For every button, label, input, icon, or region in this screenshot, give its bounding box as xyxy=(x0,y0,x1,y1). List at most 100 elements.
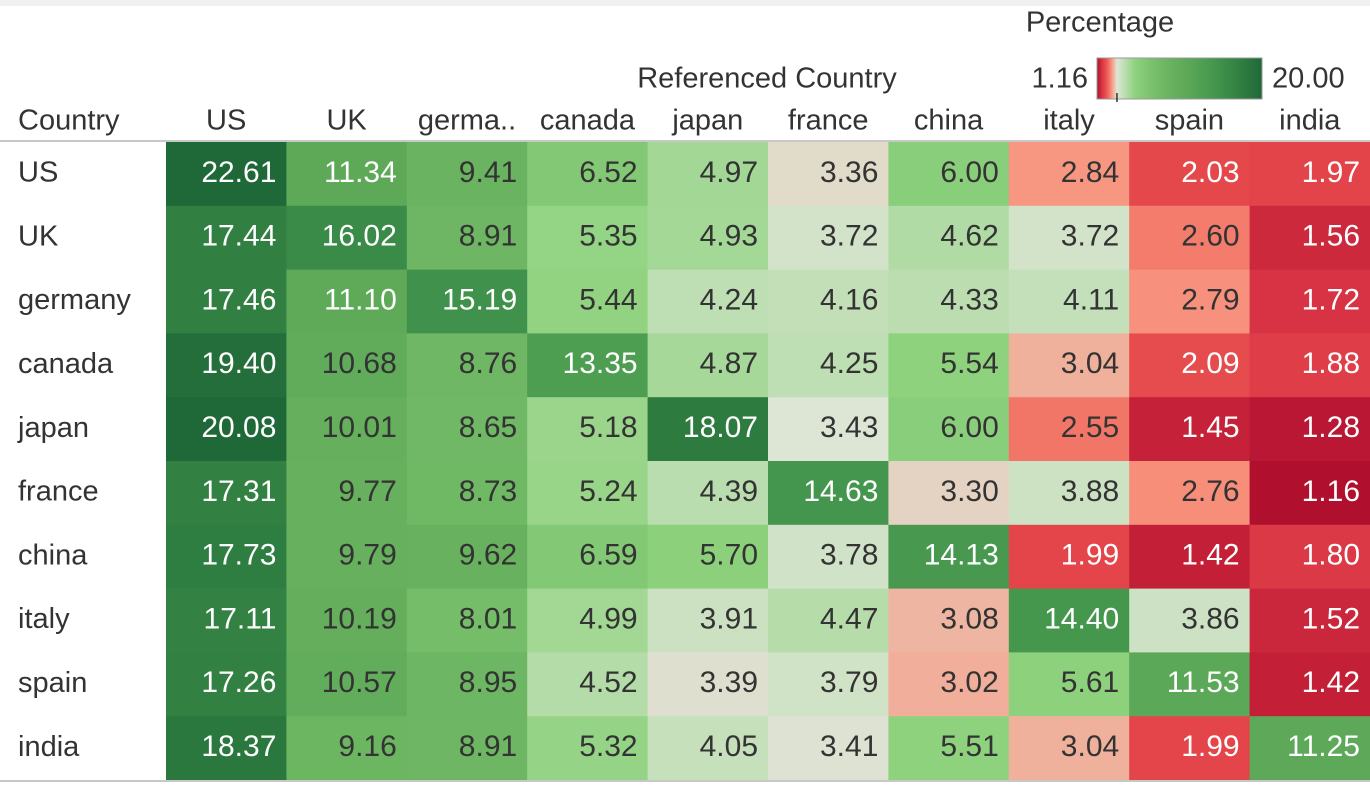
cell-label: 1.45 xyxy=(1181,411,1239,444)
row-label: india xyxy=(18,731,80,763)
row-label: spain xyxy=(18,667,87,699)
cell-label: 22.61 xyxy=(201,156,276,189)
cell xyxy=(406,205,528,271)
column-axis-title: Referenced Country xyxy=(637,63,897,95)
cell xyxy=(1008,652,1130,717)
cell-label: 9.79 xyxy=(338,539,396,572)
cell-label: 3.43 xyxy=(820,411,878,444)
cell xyxy=(1008,588,1130,653)
cell-label: 1.16 xyxy=(1302,475,1360,508)
cell xyxy=(647,205,769,271)
cell-label: 1.80 xyxy=(1302,539,1360,572)
cell xyxy=(527,461,649,526)
cell-label: 1.56 xyxy=(1302,220,1360,253)
cell-label: 4.47 xyxy=(820,602,878,635)
cell xyxy=(1249,461,1370,526)
row-axis-title: Country xyxy=(18,105,120,137)
cell xyxy=(888,461,1010,526)
cell xyxy=(888,524,1010,590)
cell-label: 4.87 xyxy=(700,347,758,380)
cell xyxy=(406,333,528,398)
cell xyxy=(1129,205,1251,271)
cell-label: 3.08 xyxy=(940,602,998,635)
cell xyxy=(527,588,649,653)
top-strip xyxy=(0,0,1370,6)
cell-label: 1.88 xyxy=(1302,347,1360,380)
cell-label: 4.33 xyxy=(940,283,998,316)
row-label: japan xyxy=(17,412,89,444)
cell-label: 5.32 xyxy=(579,730,637,763)
cell-label: 3.79 xyxy=(820,666,878,699)
cell-label: 3.72 xyxy=(820,220,878,253)
cell xyxy=(527,142,649,207)
cell xyxy=(1129,397,1251,462)
cell-label: 11.10 xyxy=(324,283,397,316)
cell-label: 4.39 xyxy=(700,475,758,508)
cell-label: 8.01 xyxy=(459,602,517,635)
cell xyxy=(527,716,649,781)
cell-label: 11.34 xyxy=(324,156,397,189)
cell xyxy=(1249,588,1370,653)
cell xyxy=(768,397,889,462)
row-label: france xyxy=(18,476,99,508)
cell-label: 6.59 xyxy=(579,539,637,572)
cell-label: 3.04 xyxy=(1061,347,1119,380)
cell-label: 5.18 xyxy=(579,411,637,444)
cell xyxy=(647,269,769,334)
cell xyxy=(1008,269,1130,334)
cell-label: 4.62 xyxy=(940,220,998,253)
cell-label: 11.25 xyxy=(1287,730,1360,763)
cell-label: 1.97 xyxy=(1302,156,1360,189)
cell xyxy=(647,588,769,653)
cell xyxy=(647,716,769,781)
cell-label: 3.02 xyxy=(940,666,998,699)
cell-label: 4.11 xyxy=(1063,283,1119,316)
column-label: germa.. xyxy=(418,105,516,137)
column-label: canada xyxy=(540,105,636,137)
cell xyxy=(1129,652,1251,717)
cell-label: 9.77 xyxy=(338,475,396,508)
cell xyxy=(1129,142,1251,207)
row-label: canada xyxy=(18,348,114,380)
column-label: US xyxy=(206,105,246,137)
cell-label: 14.63 xyxy=(803,475,878,508)
cell-label: 8.95 xyxy=(459,666,517,699)
cell xyxy=(768,588,889,653)
cell xyxy=(166,716,287,781)
cell xyxy=(1008,397,1130,462)
cell xyxy=(768,205,889,271)
cell xyxy=(768,269,889,334)
cell xyxy=(406,142,528,207)
cell-label: 4.25 xyxy=(820,347,878,380)
row-label: UK xyxy=(18,220,59,252)
cell-label: 2.09 xyxy=(1181,347,1239,380)
cell-label: 8.65 xyxy=(459,411,517,444)
cell xyxy=(166,524,287,590)
cell-label: 10.68 xyxy=(322,347,397,380)
cell-label: 1.72 xyxy=(1302,283,1360,316)
cell-label: 9.62 xyxy=(459,539,517,572)
cell xyxy=(406,716,528,781)
cell-label: 18.37 xyxy=(201,730,276,763)
cell xyxy=(527,524,649,590)
cell xyxy=(888,652,1010,717)
row-label: germany xyxy=(18,284,131,316)
cell xyxy=(286,588,408,653)
cell-label: 8.76 xyxy=(459,347,517,380)
cell xyxy=(1129,716,1251,781)
cell-label: 17.31 xyxy=(201,475,276,508)
cell-label: 2.60 xyxy=(1181,220,1239,253)
cell-label: 9.16 xyxy=(338,730,396,763)
cell-label: 4.24 xyxy=(700,283,758,316)
cell xyxy=(1129,269,1251,334)
cell-label: 3.78 xyxy=(820,539,878,572)
row-label: italy xyxy=(18,603,70,635)
cell-label: 5.44 xyxy=(579,283,637,316)
cell xyxy=(888,142,1010,207)
cell xyxy=(1008,461,1130,526)
cell xyxy=(1249,716,1370,781)
cell-label: 17.26 xyxy=(201,666,276,699)
color-legend-bar xyxy=(1096,57,1263,100)
cell xyxy=(406,652,528,717)
